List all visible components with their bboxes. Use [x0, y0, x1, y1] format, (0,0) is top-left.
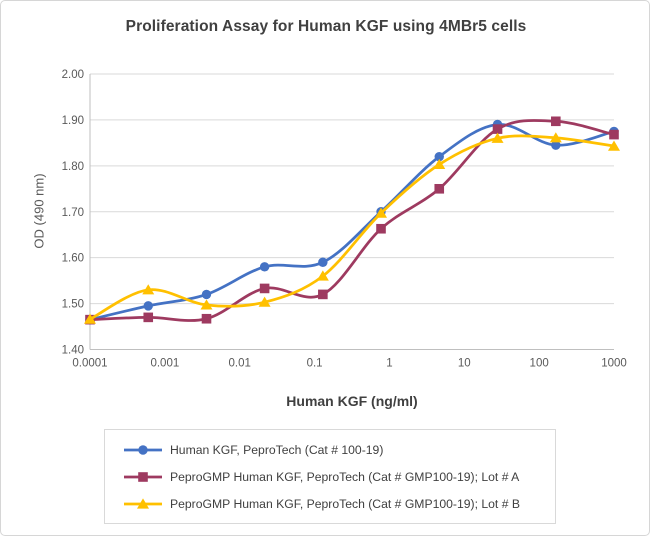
- triangle-marker: [549, 132, 562, 143]
- triangle-marker: [375, 207, 388, 218]
- series-line-0: [88, 123, 616, 322]
- legend-label: PeproGMP Human KGF, PeproTech (Cat # GMP…: [170, 469, 520, 484]
- triangle-marker: [608, 140, 620, 151]
- y-tick-label: 1.80: [62, 161, 84, 173]
- y-tick-label: 1.70: [62, 207, 84, 219]
- legend-label: Human KGF, PeproTech (Cat # 100-19): [170, 442, 384, 457]
- legend-swatch: [124, 497, 162, 509]
- circle-marker: [551, 140, 561, 150]
- legend-swatch: [124, 444, 162, 455]
- plot-area: 1.40 1.50 1.60 1.70 1.80 1.90 2.00 0.0001 0.001 0…: [62, 69, 627, 370]
- x-tick-label: 100: [530, 358, 549, 370]
- circle-marker: [259, 262, 270, 272]
- legend-item-1: PeproGMP Human KGF, PeproTech (Cat # GMP…: [123, 468, 555, 486]
- x-tick-label: 1: [386, 358, 392, 370]
- y-tick-label: 2.00: [62, 69, 84, 81]
- triangle-marker: [258, 296, 271, 307]
- square-marker: [609, 129, 619, 140]
- circle-marker: [143, 301, 153, 311]
- triangle-marker: [137, 497, 149, 509]
- x-tick-label: 0.01: [229, 358, 251, 370]
- square-marker: [143, 312, 154, 323]
- x-tick-label: 0.0001: [72, 358, 107, 370]
- square-marker: [492, 124, 503, 134]
- series-line-2: [88, 134, 616, 321]
- series-line-1: [88, 119, 616, 322]
- triangle-marker: [491, 132, 504, 143]
- y-tick-label: 1.40: [62, 345, 84, 357]
- square-marker: [138, 471, 148, 482]
- x-tick-label: 0.001: [150, 358, 179, 370]
- legend-item-2: PeproGMP Human KGF, PeproTech (Cat # GMP…: [123, 495, 555, 513]
- square-marker: [434, 183, 445, 194]
- triangle-marker: [200, 299, 213, 310]
- triangle-marker: [433, 158, 446, 170]
- x-tick-label: 1000: [601, 358, 627, 370]
- circle-marker: [434, 151, 444, 162]
- legend-label: PeproGMP Human KGF, PeproTech (Cat # GMP…: [170, 496, 520, 511]
- square-marker: [201, 313, 212, 324]
- legend-item-0: Human KGF, PeproTech (Cat # 100-19): [123, 441, 555, 459]
- legend-swatch: [124, 471, 162, 482]
- square-marker: [551, 116, 561, 127]
- y-tick-label: 1.60: [62, 253, 84, 265]
- chart-title: Proliferation Assay for Human KGF using …: [125, 18, 527, 35]
- y-tick-label: 1.90: [62, 115, 84, 127]
- legend: Human KGF, PeproTech (Cat # 100-19) Pepro…: [104, 429, 556, 524]
- y-tick-label: 1.50: [62, 299, 84, 311]
- x-axis-title: Human KGF (ng/ml): [286, 393, 418, 409]
- square-marker: [376, 223, 386, 234]
- square-marker: [259, 283, 270, 294]
- circle-marker: [138, 444, 148, 455]
- square-marker: [318, 289, 328, 300]
- triangle-marker: [316, 270, 329, 281]
- circle-marker: [318, 257, 328, 267]
- y-axis-title: OD (490 nm): [31, 173, 47, 249]
- triangle-marker: [142, 284, 155, 295]
- circle-marker: [201, 289, 212, 300]
- x-tick-label: 0.1: [307, 358, 323, 370]
- triangle-marker: [84, 313, 96, 324]
- x-tick-label: 10: [458, 358, 471, 370]
